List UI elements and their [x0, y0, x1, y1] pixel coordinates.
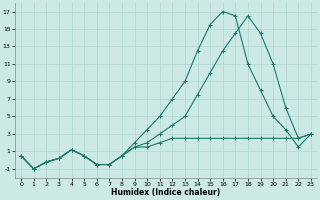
- X-axis label: Humidex (Indice chaleur): Humidex (Indice chaleur): [111, 188, 221, 197]
